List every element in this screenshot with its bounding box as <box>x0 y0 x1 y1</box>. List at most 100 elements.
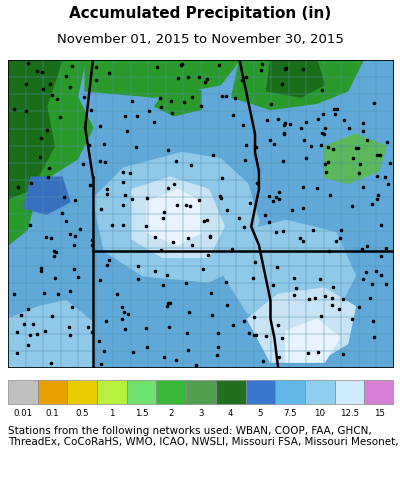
Polygon shape <box>85 60 240 97</box>
Point <box>66 323 72 331</box>
Point <box>242 141 249 149</box>
Point <box>63 72 70 80</box>
Point <box>387 159 393 167</box>
Point <box>77 225 83 233</box>
Point <box>260 357 266 365</box>
Point <box>314 115 321 123</box>
Point <box>291 274 298 282</box>
Text: 5: 5 <box>258 409 263 418</box>
Text: 3: 3 <box>198 409 204 418</box>
Point <box>38 267 44 275</box>
Point <box>356 160 363 168</box>
Point <box>224 206 231 214</box>
Bar <box>305 380 335 404</box>
Point <box>276 195 283 203</box>
Point <box>174 200 180 208</box>
Point <box>283 64 289 72</box>
Polygon shape <box>8 301 93 368</box>
Point <box>20 320 27 328</box>
Polygon shape <box>24 177 70 214</box>
Point <box>319 129 325 137</box>
Text: 0.01: 0.01 <box>13 409 32 418</box>
Point <box>168 109 175 117</box>
Point <box>263 332 269 340</box>
Point <box>52 247 59 256</box>
Point <box>356 169 362 177</box>
Polygon shape <box>93 152 259 282</box>
Point <box>282 66 288 74</box>
Bar <box>335 380 364 404</box>
Point <box>143 324 149 332</box>
Point <box>173 356 179 364</box>
Point <box>252 331 259 339</box>
Point <box>119 315 126 323</box>
Point <box>119 303 126 311</box>
Point <box>373 172 380 180</box>
Point <box>371 99 378 107</box>
Point <box>310 225 316 233</box>
Point <box>120 201 126 209</box>
Point <box>353 144 360 152</box>
Point <box>135 263 141 271</box>
Point <box>152 233 158 241</box>
Bar <box>364 380 394 404</box>
Point <box>210 151 216 159</box>
Point <box>196 196 202 204</box>
Point <box>98 205 104 213</box>
Point <box>67 230 73 238</box>
Point <box>104 185 110 193</box>
Point <box>265 192 272 200</box>
Point <box>208 290 214 298</box>
Point <box>98 360 104 368</box>
Point <box>378 272 385 280</box>
Point <box>360 127 366 135</box>
Point <box>89 236 95 244</box>
Point <box>42 233 49 241</box>
Bar <box>216 380 246 404</box>
Point <box>160 214 166 222</box>
Point <box>114 290 120 298</box>
Text: 1.5: 1.5 <box>135 409 148 418</box>
Point <box>171 180 178 188</box>
Point <box>266 136 273 144</box>
Point <box>275 115 281 123</box>
Point <box>97 157 103 165</box>
Text: Stations from the following networks used: WBAN, COOP, FAA, GHCN,
ThreadEx, CoCo: Stations from the following networks use… <box>8 426 399 447</box>
Point <box>186 202 193 210</box>
Point <box>11 290 18 298</box>
Point <box>330 145 336 153</box>
Point <box>281 121 288 129</box>
Point <box>80 94 87 102</box>
Point <box>22 107 29 115</box>
Point <box>28 179 34 187</box>
Point <box>165 299 172 307</box>
Point <box>127 168 133 176</box>
Point <box>374 195 380 203</box>
Point <box>318 312 324 320</box>
Point <box>200 217 207 225</box>
Point <box>124 311 131 319</box>
Polygon shape <box>286 319 340 362</box>
Point <box>151 268 158 276</box>
Point <box>189 241 195 249</box>
Point <box>11 105 18 113</box>
Bar <box>97 380 127 404</box>
Point <box>130 348 136 356</box>
Polygon shape <box>232 60 363 109</box>
Point <box>358 245 365 254</box>
Point <box>151 118 158 126</box>
Point <box>51 252 57 260</box>
Point <box>251 313 257 321</box>
Point <box>383 244 389 253</box>
Point <box>146 107 152 115</box>
Point <box>207 232 214 240</box>
Point <box>186 308 192 316</box>
Point <box>185 234 191 242</box>
Point <box>89 241 95 249</box>
Point <box>236 214 242 222</box>
Point <box>271 140 278 148</box>
Point <box>279 80 286 88</box>
Point <box>251 331 257 339</box>
Point <box>48 234 54 242</box>
Point <box>322 160 328 168</box>
